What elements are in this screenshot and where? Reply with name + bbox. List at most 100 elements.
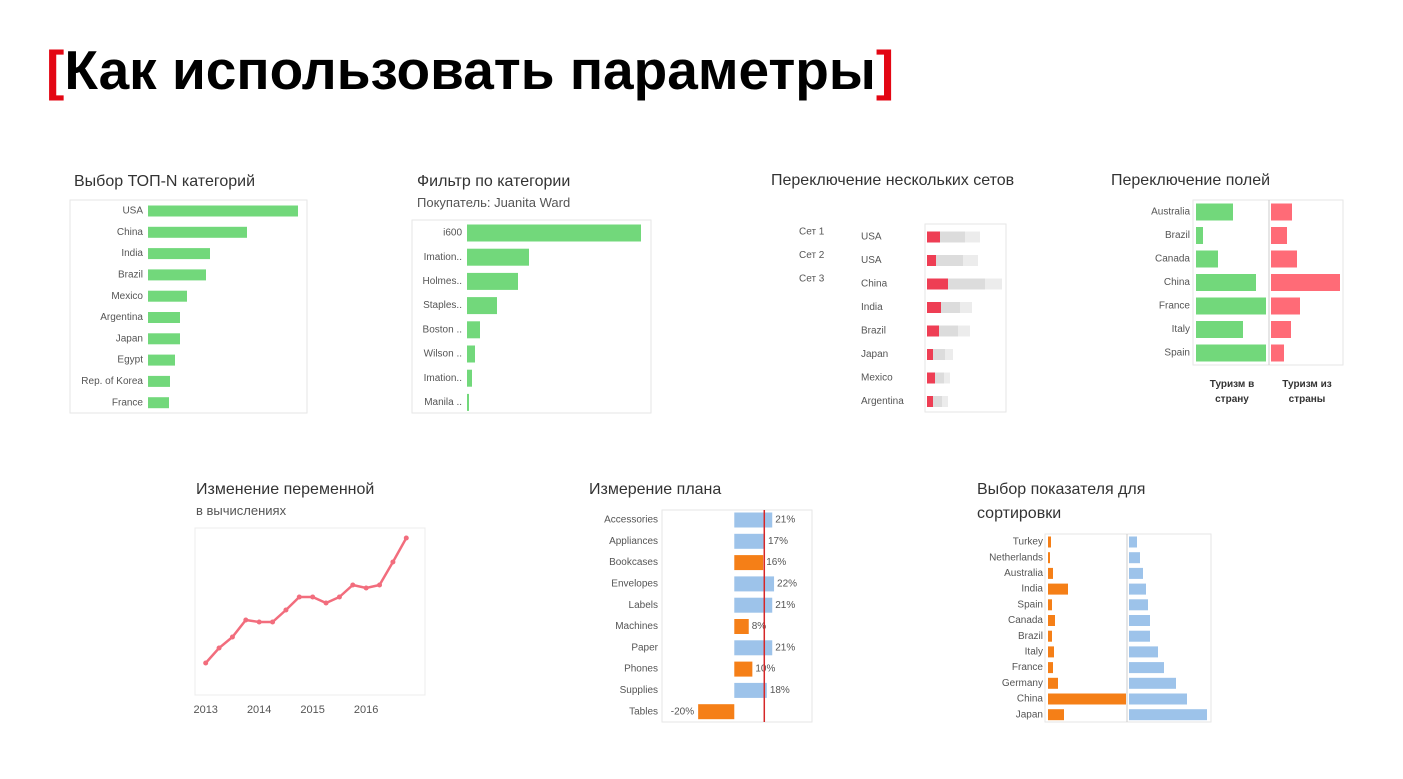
category-label: Brazil bbox=[1165, 230, 1190, 241]
category-label: Italy bbox=[1172, 324, 1190, 335]
bar bbox=[734, 682, 767, 698]
bracket: ] bbox=[875, 39, 895, 101]
category-label: China bbox=[1017, 694, 1044, 705]
bar bbox=[927, 372, 935, 384]
bar bbox=[927, 231, 965, 243]
panel bbox=[194, 527, 426, 696]
bar bbox=[1196, 203, 1233, 221]
bar bbox=[927, 278, 948, 290]
category-label: Brazil bbox=[861, 326, 886, 337]
category-label: France bbox=[112, 397, 144, 408]
category-label: Egypt bbox=[117, 355, 143, 366]
panel bbox=[661, 509, 813, 723]
category-label: Mexico bbox=[861, 373, 893, 384]
bar bbox=[467, 345, 475, 363]
category-label: Manila .. bbox=[424, 397, 462, 408]
x-tick-label: 2015 bbox=[300, 704, 324, 716]
bar bbox=[1129, 630, 1150, 642]
bar bbox=[734, 533, 766, 549]
bar bbox=[1129, 615, 1150, 626]
bar bbox=[148, 354, 175, 366]
bar bbox=[1271, 203, 1292, 221]
bar bbox=[1129, 552, 1140, 564]
bar bbox=[698, 704, 735, 720]
category-label: France bbox=[1159, 301, 1191, 312]
bar bbox=[1129, 599, 1148, 611]
point bbox=[243, 617, 249, 623]
category-label: Staples.. bbox=[423, 300, 462, 311]
point bbox=[296, 594, 302, 600]
point bbox=[283, 607, 289, 613]
bar bbox=[927, 302, 960, 313]
category-label: Turkey bbox=[1013, 537, 1043, 548]
point bbox=[216, 645, 222, 651]
legend-item: Сет 2 bbox=[799, 250, 825, 261]
bar bbox=[1048, 583, 1068, 595]
x-tick-label: 2016 bbox=[354, 704, 378, 716]
bar bbox=[1196, 274, 1256, 291]
category-label: China bbox=[861, 279, 888, 290]
bar bbox=[467, 224, 641, 242]
bar bbox=[1048, 646, 1054, 658]
bar bbox=[927, 396, 933, 407]
category-label: Wilson .. bbox=[424, 349, 462, 360]
bar bbox=[148, 333, 180, 345]
category-label: Bookcases bbox=[609, 557, 658, 568]
category-label: India bbox=[861, 302, 883, 313]
category-label: France bbox=[1012, 662, 1044, 673]
bar bbox=[1196, 344, 1266, 362]
bar bbox=[1048, 615, 1055, 626]
bar bbox=[1129, 583, 1146, 595]
bar bbox=[1196, 227, 1203, 244]
category-label: Imation.. bbox=[424, 252, 462, 263]
bar bbox=[1048, 709, 1064, 721]
category-label: Australia bbox=[1004, 568, 1043, 579]
chart-title: Измерение плана bbox=[589, 481, 722, 498]
point bbox=[203, 660, 209, 666]
point bbox=[270, 619, 276, 625]
bar bbox=[734, 576, 775, 592]
category-label: Italy bbox=[1025, 647, 1043, 658]
category-label: Japan bbox=[861, 349, 888, 360]
value-label: 21% bbox=[775, 642, 795, 653]
value-label: 10% bbox=[755, 664, 775, 675]
bar bbox=[734, 661, 753, 677]
point bbox=[229, 634, 235, 640]
category-label: Paper bbox=[631, 642, 658, 653]
point bbox=[323, 600, 329, 606]
panel bbox=[924, 223, 1007, 413]
bar bbox=[467, 297, 497, 315]
bar bbox=[1271, 227, 1287, 244]
chart-title: Фильтр по категории bbox=[417, 173, 571, 190]
bar bbox=[927, 396, 942, 407]
value-label: -20% bbox=[671, 706, 694, 717]
value-label: 18% bbox=[770, 685, 790, 696]
category-label: Brazil bbox=[1018, 631, 1043, 642]
point bbox=[350, 582, 356, 588]
category-label: USA bbox=[861, 255, 882, 266]
category-label: Mexico bbox=[111, 291, 143, 302]
bar bbox=[1048, 599, 1052, 611]
series-name: Туризм в страну bbox=[1209, 379, 1255, 405]
bar bbox=[1048, 552, 1050, 564]
value-label: 8% bbox=[752, 621, 767, 632]
bar bbox=[1129, 709, 1207, 721]
bar bbox=[734, 640, 773, 656]
category-label: India bbox=[121, 248, 143, 259]
bar bbox=[1271, 274, 1340, 291]
bar bbox=[734, 512, 773, 528]
bar bbox=[148, 269, 206, 281]
line bbox=[204, 537, 408, 664]
x-tick-label: 2014 bbox=[247, 704, 271, 716]
category-label: Holmes.. bbox=[423, 276, 462, 287]
bar bbox=[148, 248, 210, 260]
legend-item: Сет 3 bbox=[799, 274, 825, 285]
bar bbox=[927, 231, 940, 243]
bar bbox=[734, 555, 764, 571]
value-label: 22% bbox=[777, 579, 797, 590]
bar bbox=[1129, 677, 1176, 689]
bar bbox=[148, 397, 169, 409]
bar bbox=[467, 369, 472, 387]
bar bbox=[1129, 646, 1158, 658]
